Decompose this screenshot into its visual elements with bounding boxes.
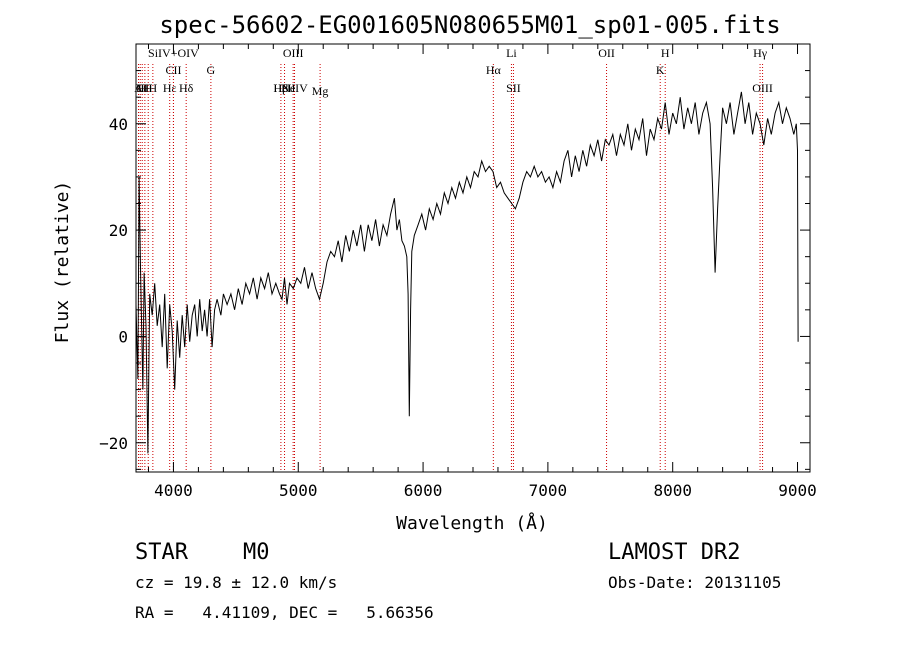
object-class: STAR bbox=[135, 540, 188, 565]
spectral-line-label: HeII bbox=[274, 81, 296, 95]
redshift-cz: cz = 19.8 ± 12.0 km/s bbox=[135, 573, 338, 592]
x-tick-label: 6000 bbox=[404, 481, 443, 500]
x-tick-label: 4000 bbox=[154, 481, 193, 500]
object-subclass: M0 bbox=[243, 540, 270, 565]
spectral-line-label: Hε bbox=[163, 81, 177, 95]
x-axis-ticks: 4000 5000 6000 7000 8000 9000 bbox=[147, 44, 817, 500]
spectrum-series bbox=[135, 91, 799, 454]
spectral-line-label: OIII bbox=[752, 81, 773, 95]
spectral-line-label: H bbox=[149, 81, 158, 95]
y-axis-label: Flux (relative) bbox=[52, 181, 73, 344]
spectral-line-label: H bbox=[661, 46, 670, 60]
spectral-line-label: H bbox=[136, 81, 145, 95]
y-tick-label: 40 bbox=[109, 115, 128, 134]
spectral-line-label: H bbox=[144, 81, 153, 95]
spectral-line-label: K bbox=[656, 63, 665, 77]
spectral-line-label: SII bbox=[506, 81, 521, 95]
spectral-line-label: A bbox=[134, 81, 143, 95]
y-tick-label: 20 bbox=[109, 221, 128, 240]
y-tick-label: −20 bbox=[99, 434, 128, 453]
spectral-line-label: OII bbox=[598, 46, 615, 60]
spectral-line-label: NeIV bbox=[281, 81, 308, 95]
spectral-line-label: Li bbox=[506, 46, 517, 60]
x-tick-label: 9000 bbox=[778, 481, 817, 500]
survey-name: LAMOST DR2 bbox=[608, 540, 741, 565]
chart-title: spec-56602-EG001605N080655M01_sp01-005.f… bbox=[159, 11, 780, 39]
spectral-line-label: OIII bbox=[283, 46, 304, 60]
x-tick-label: 5000 bbox=[279, 481, 318, 500]
spectral-line-label: G bbox=[207, 63, 216, 77]
spectral-line-label: Hγ bbox=[753, 46, 768, 60]
x-axis-label: Wavelength (Å) bbox=[396, 512, 548, 534]
spectrum-line bbox=[135, 91, 799, 454]
spectral-line-label: H bbox=[141, 81, 150, 95]
plot-frame bbox=[135, 43, 811, 473]
obs-date: Obs-Date: 20131105 bbox=[608, 573, 782, 592]
spectral-line-label: CII bbox=[165, 63, 181, 77]
x-tick-label: 7000 bbox=[529, 481, 568, 500]
y-axis-ticks: −20 0 20 40 bbox=[99, 43, 810, 470]
coordinates: RA = 4.41109, DEC = 5.66356 bbox=[135, 603, 434, 622]
x-tick-label: 8000 bbox=[653, 481, 692, 500]
spectral-line-label: Hα bbox=[486, 63, 502, 77]
spectral-line-label: H bbox=[138, 81, 147, 95]
spectral-line-label: Hδ bbox=[179, 81, 194, 95]
spectral-line-label: Mg bbox=[312, 84, 329, 98]
y-tick-label: 0 bbox=[118, 327, 128, 346]
